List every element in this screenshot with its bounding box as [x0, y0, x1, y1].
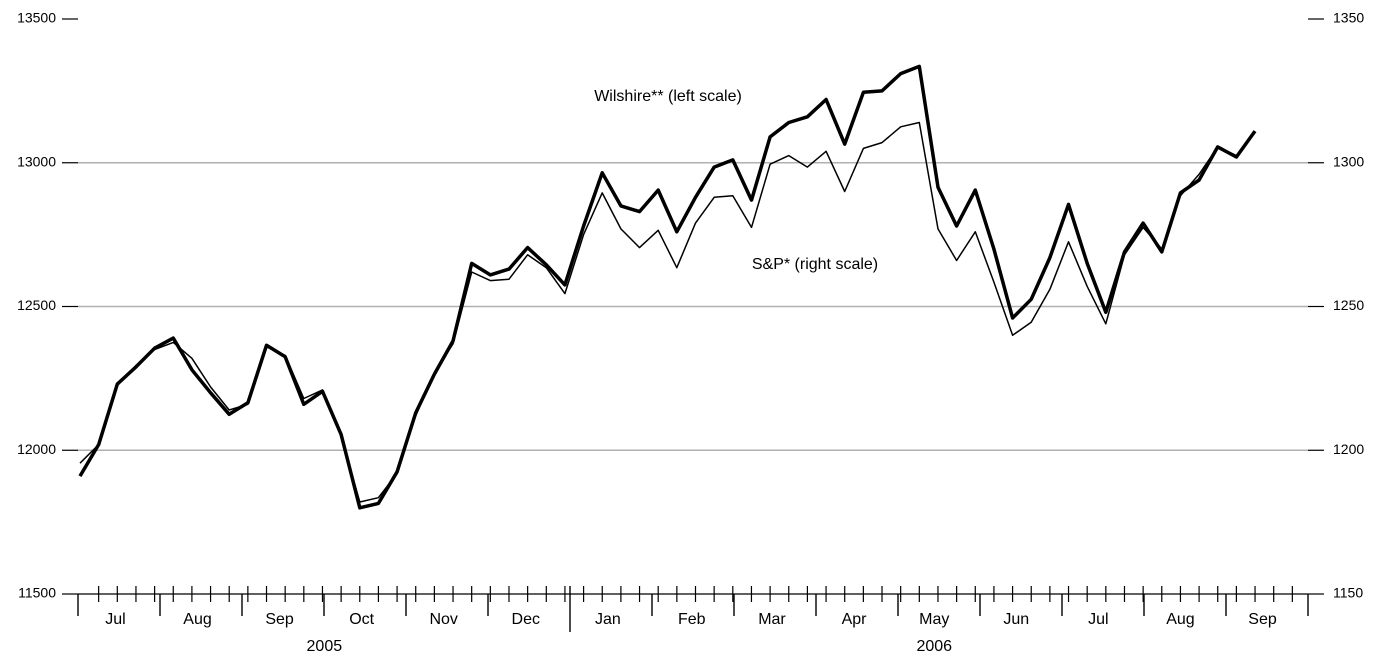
x-tick-label: Feb [678, 611, 706, 628]
x-tick-label: Jan [595, 611, 621, 628]
series-line [78, 64, 1257, 510]
x-tick-label: Jun [1003, 611, 1029, 628]
x-tick-label: Mar [758, 611, 786, 628]
y2-tick-label: 1300 [1333, 153, 1364, 169]
y2-tick-label: 1200 [1333, 441, 1364, 457]
y-tick-label: 12500 [17, 297, 56, 313]
x-tick-label: Sep [265, 611, 294, 628]
y2-tick-label: 1350 [1333, 10, 1364, 26]
x-tick-label: Jul [1088, 611, 1108, 628]
x-tick-label: Sep [1248, 611, 1277, 628]
y-tick-label: 12000 [17, 441, 56, 457]
y-tick-label: 11500 [18, 585, 56, 601]
y-tick-label: 13000 [17, 153, 56, 169]
x-tick-label: Dec [512, 611, 540, 628]
y-tick-label: 13500 [17, 10, 56, 26]
x-tick-label: Jul [105, 611, 125, 628]
series-line [79, 121, 1256, 503]
x-tick-label: Aug [183, 611, 211, 628]
x-tick-label: Aug [1166, 611, 1194, 628]
y2-tick-label: 1250 [1333, 297, 1364, 313]
annotation: S&P* (right scale) [752, 256, 878, 273]
x-tick-label: May [919, 611, 949, 628]
year-label: 2005 [307, 638, 343, 655]
year-label: 2006 [916, 638, 952, 655]
x-tick-label: Nov [429, 611, 457, 628]
x-tick-label: Oct [349, 611, 374, 628]
y2-tick-label: 1150 [1333, 585, 1363, 601]
x-tick-label: Apr [842, 611, 868, 628]
annotation: Wilshire** (left scale) [594, 88, 742, 105]
